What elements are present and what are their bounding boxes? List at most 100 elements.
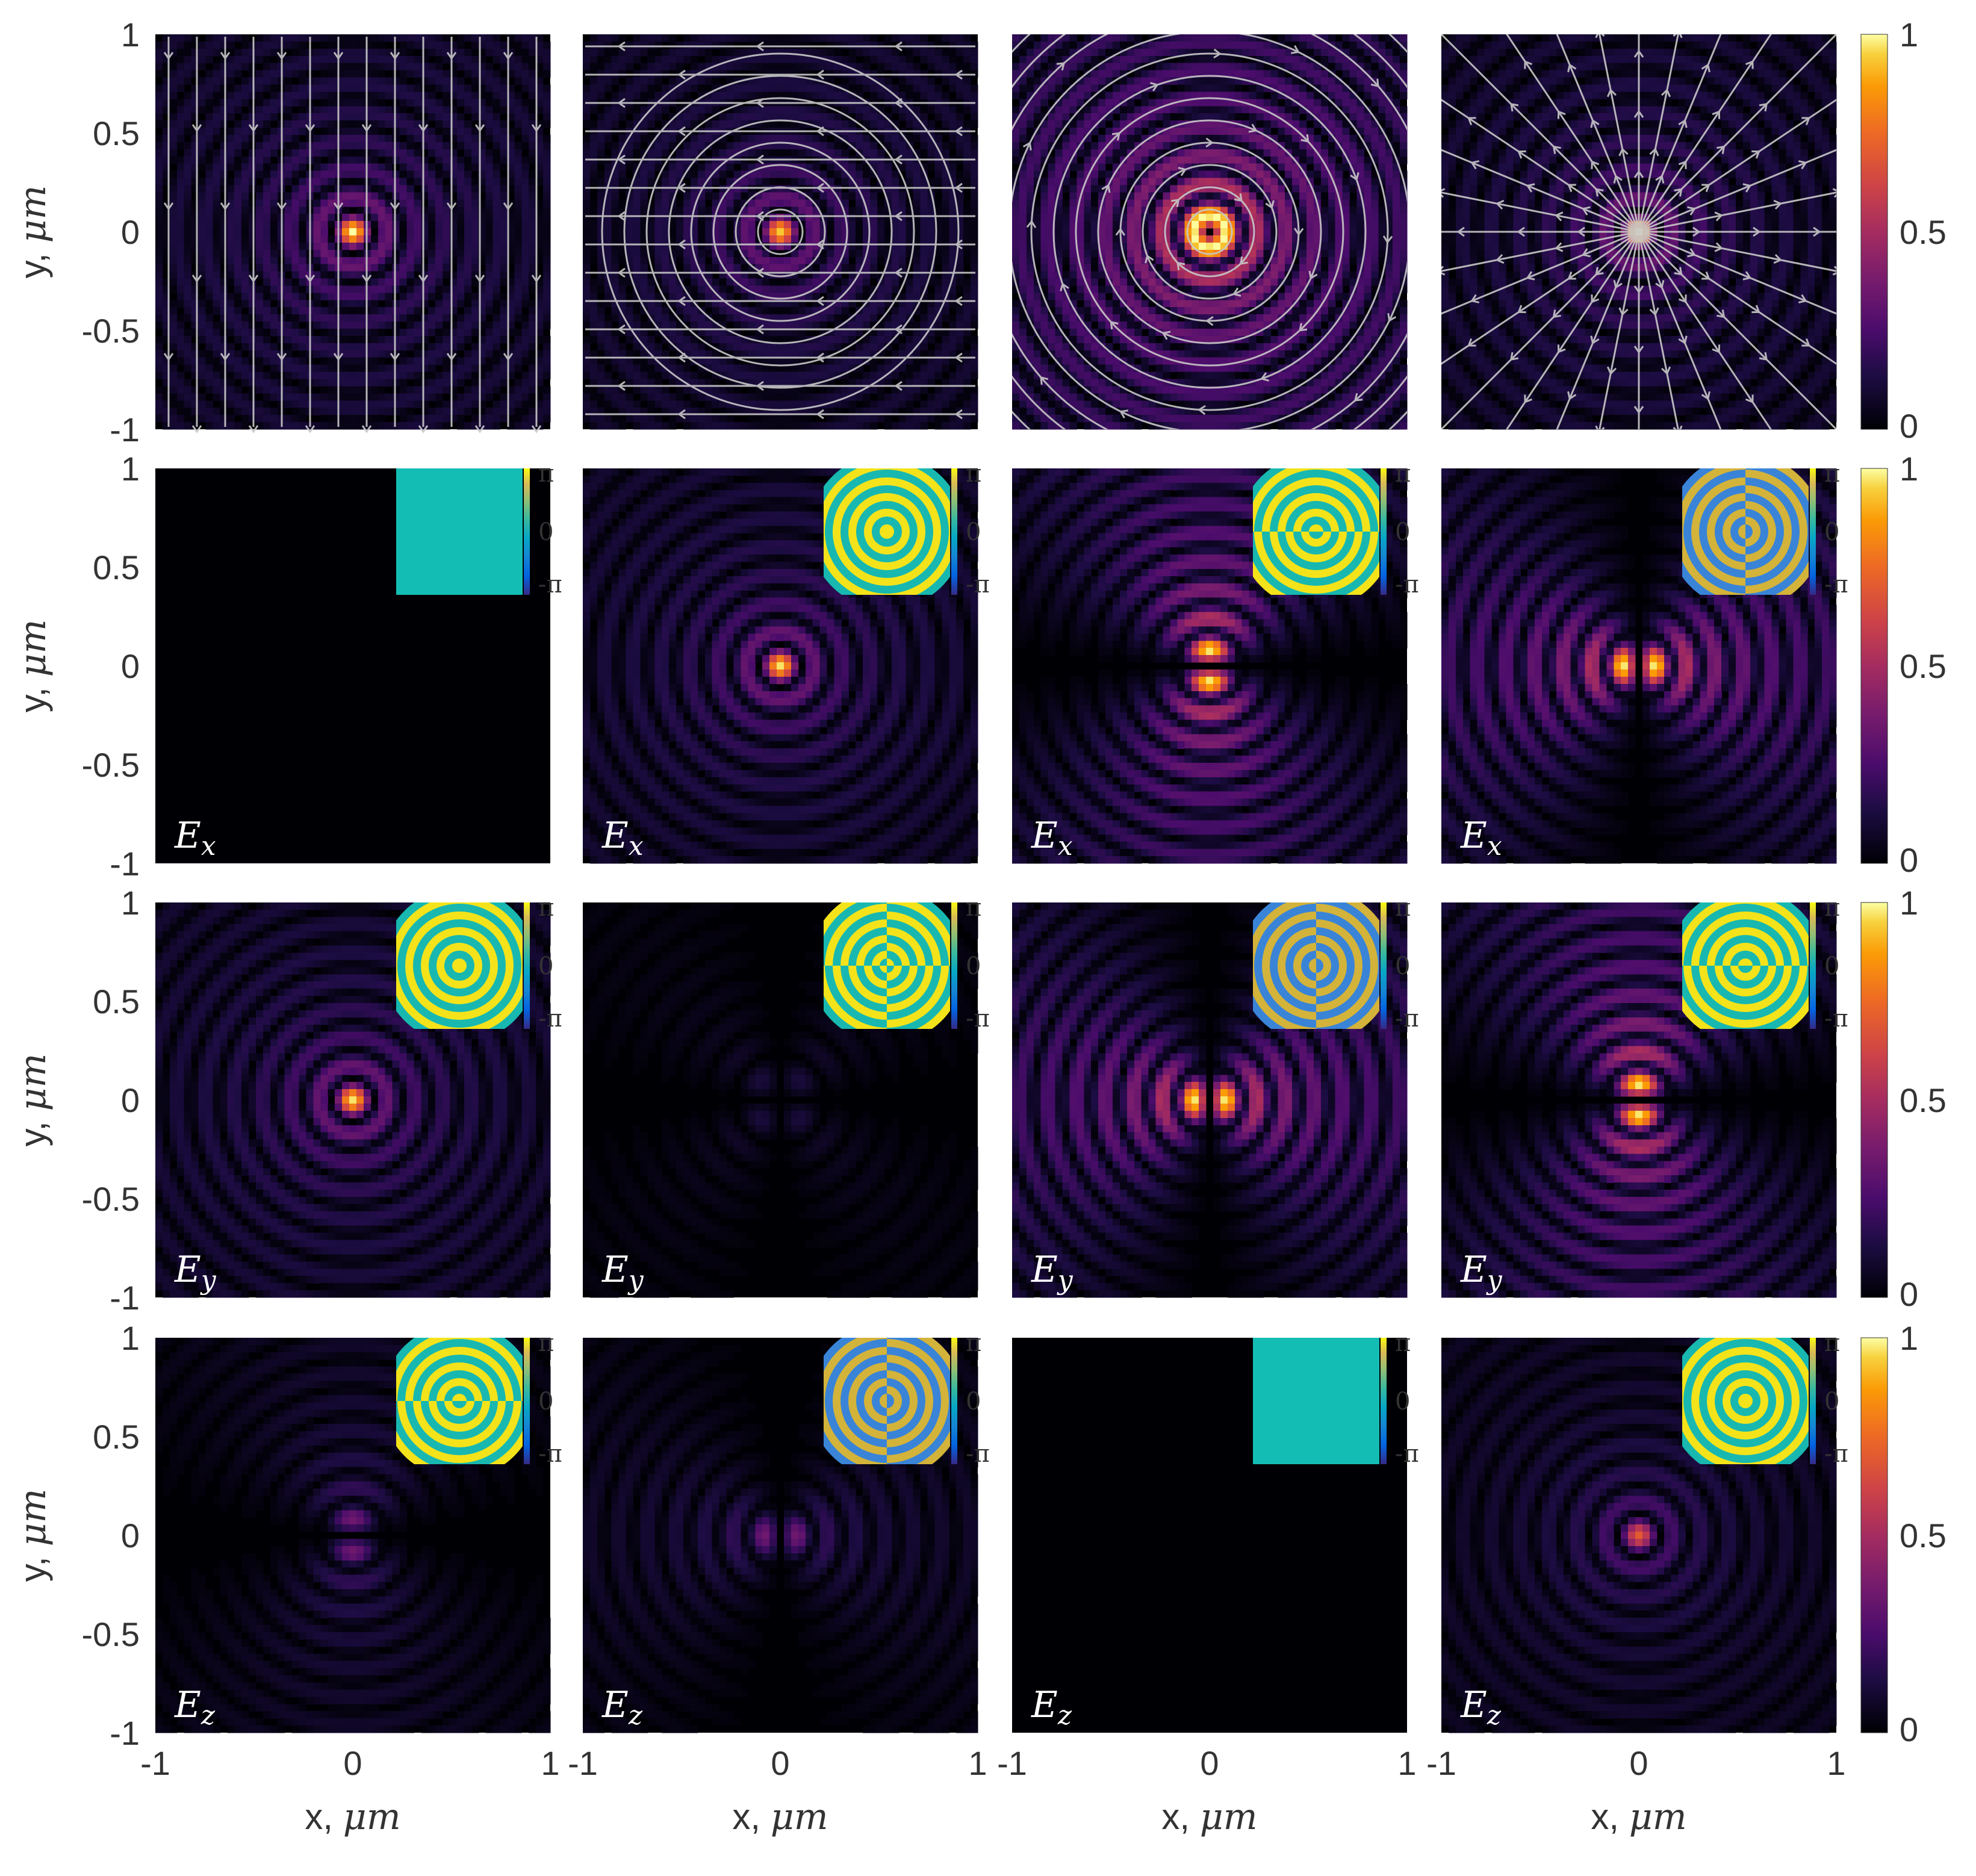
x-axis-label: x, μm [1591,1796,1686,1838]
y-axis-label: y, μm [12,620,54,713]
phase-ring [880,524,894,539]
phase-tick-label: π [1395,460,1411,488]
intensity-tick-label: 0 [1900,841,1918,879]
y-tick-label: 1 [121,1319,140,1357]
streamlines [1356,0,1922,515]
phase-tick-label: 0 [538,1388,553,1415]
phase-tick-label: 0 [1395,952,1410,980]
x-tick-label: 0 [1629,1744,1648,1782]
intensity-map [583,34,978,430]
panel-r0c1 [583,34,978,430]
phase-tick-label: -π [1395,1440,1419,1468]
y-tick-label: -0.5 [82,746,140,784]
panel-r2c1: π0-πEy [583,888,990,1298]
panel-r0c2 [939,0,1480,503]
phase-rings [382,1323,537,1479]
phase-tick-label: -π [966,571,990,598]
phase-tick-label: 0 [966,952,981,980]
y-tick-label: -1 [110,411,140,449]
panel-r3c1: π0-πEz [583,1323,990,1733]
phase-rings [1668,454,1823,609]
panel-r1c1: π0-πEx [583,454,990,864]
phase-tick-label: -π [1824,1440,1848,1468]
phase-tick-label: 0 [1395,1388,1410,1415]
x-axis-label: x, μm [1161,1796,1257,1838]
intensity-map [155,34,551,430]
y-tick-label: 0 [121,1081,140,1119]
y-tick-label: 0 [121,647,140,685]
phase-rings [1238,888,1394,1043]
intensity-tick-label: 0.5 [1900,1517,1946,1555]
phase-tick-label: π [1395,1329,1411,1357]
intensity-tick-label: 0 [1900,1275,1918,1313]
phase-tick-label: -π [538,571,562,598]
panel-r3c3: π0-πEz [1441,1323,1848,1733]
intensity-tick-label: 1 [1900,450,1918,488]
x-tick-label: 0 [1200,1744,1219,1782]
phase-tick-label: -π [1395,1005,1419,1033]
x-tick-label: 1 [968,1744,987,1782]
phase-colorbar [1810,468,1816,595]
phase-colorbar [524,1338,530,1464]
panel-r3c2: π0-πEz [1012,1329,1419,1733]
intensity-tick-label: 0.5 [1900,647,1946,685]
intensity-colorbar [1861,34,1887,429]
phase-tick-label: 0 [538,518,553,546]
y-axis-label: y, μm [12,185,54,279]
panel-grid: π0-πExπ0-πExπ0-πExπ0-πExπ0-πEyπ0-πEyπ0-π… [155,0,1922,1733]
panel-r2c3: π0-πEy [1441,888,1848,1298]
y-tick-label: -0.5 [82,1615,140,1653]
x-tick-label: -1 [1426,1744,1456,1782]
phase-tick-label: π [1395,894,1411,922]
phase-tick-label: -π [1824,571,1848,598]
streamline-arrow [1127,0,1134,4]
phase-ring [452,958,467,973]
y-tick-label: 0.5 [93,114,140,152]
intensity-tick-label: 1 [1900,16,1918,54]
intensity-tick-label: 0 [1900,1710,1918,1748]
phase-colorbar [951,1338,957,1464]
panel-r1c3: π0-πEx [1441,454,1848,864]
phase-colorbar [1810,902,1816,1029]
panel-r0c3 [1356,0,1922,515]
phase-rings [809,888,965,1043]
phase-colorbar [951,902,957,1029]
phase-rings [1668,888,1823,1043]
phase-colorbar [1381,902,1387,1029]
phase-tick-label: π [1824,1329,1840,1357]
x-tick-label: -1 [997,1744,1027,1782]
phase-ring [1738,1394,1753,1408]
phase-tick-label: 0 [1824,952,1839,980]
phase-tick-label: π [966,1329,981,1357]
y-tick-label: -0.5 [82,312,140,350]
y-tick-label: 0.5 [93,548,140,586]
phase-tick-label: 0 [1824,518,1839,546]
phase-tick-label: π [966,460,981,488]
phase-tick-label: -π [966,1005,990,1033]
phase-tick-label: π [538,894,554,922]
phase-rings [809,1323,965,1479]
panel-r1c0: π0-πEx [155,460,562,863]
phase-tick-label: π [966,894,981,922]
phase-tick-label: 0 [966,1388,981,1415]
y-tick-label: -1 [110,1714,140,1752]
phase-tick-label: -π [1824,1005,1848,1033]
x-axis-label: x, μm [732,1796,828,1838]
phase-uniform [1253,1338,1379,1464]
phase-rings [1668,1323,1823,1479]
x-tick-label: 0 [771,1744,789,1782]
panel-r3c0: π0-πEz [155,1323,562,1733]
phase-tick-label: -π [538,1005,562,1033]
phase-tick-label: 0 [538,952,553,980]
phase-rings [809,454,965,609]
y-tick-label: 0.5 [93,983,140,1020]
x-tick-label: -1 [140,1744,170,1782]
phase-rings [382,888,537,1043]
y-tick-label: 0.5 [93,1418,140,1456]
phase-tick-label: π [538,460,554,488]
x-tick-label: 1 [541,1744,559,1782]
phase-tick-label: π [538,1329,554,1357]
intensity-colorbar [1861,1338,1887,1733]
streamline-arrow [1285,459,1292,467]
